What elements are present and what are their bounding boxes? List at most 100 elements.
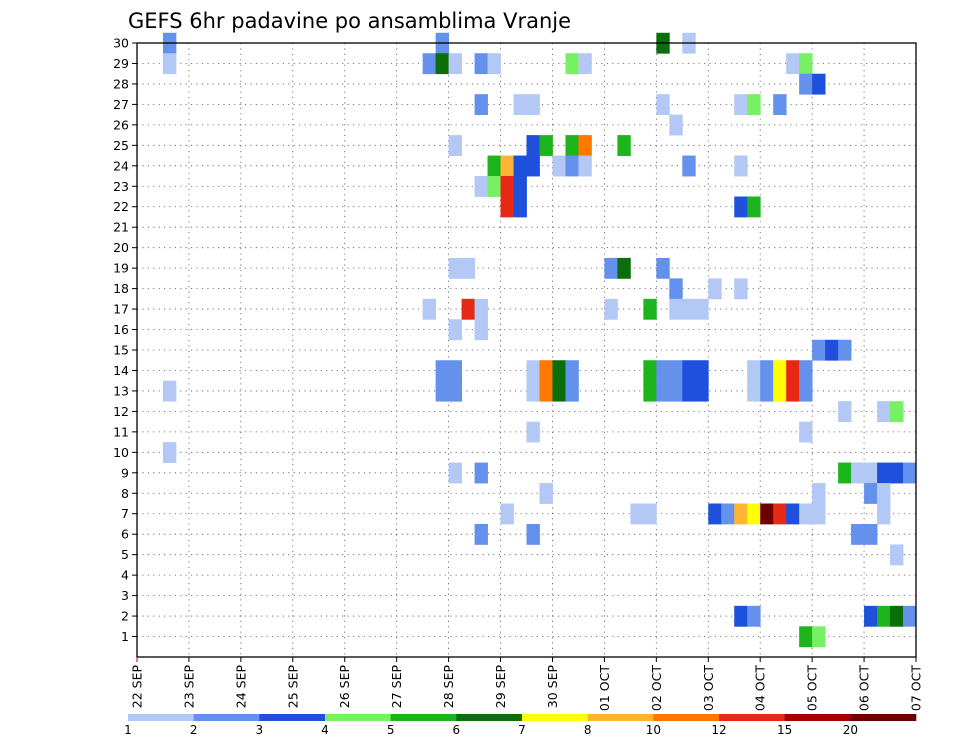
precip-cell: [526, 380, 540, 402]
colorbar-swatch: [850, 714, 917, 721]
precip-cell: [669, 278, 683, 300]
precip-cell: [617, 257, 631, 279]
precip-cell: [461, 257, 475, 279]
precip-cell: [890, 544, 904, 566]
precip-cell: [526, 155, 540, 177]
precip-cell: [669, 380, 683, 402]
precip-cell: [500, 196, 514, 218]
colorbar-label: 6: [453, 723, 461, 737]
y-tick-label: 12: [113, 404, 129, 419]
precip-cell: [617, 135, 631, 156]
precip-cell: [903, 605, 917, 627]
y-tick-label: 21: [113, 220, 129, 235]
x-tick-label: 01 OCT: [597, 665, 612, 711]
precip-cell: [578, 53, 592, 75]
precip-cell: [630, 503, 644, 525]
precip-cell: [799, 53, 813, 75]
precip-cell: [162, 53, 177, 75]
precip-cell: [890, 462, 904, 484]
precip-cell: [682, 380, 696, 402]
precip-cell: [812, 339, 826, 361]
precip-cell: [890, 605, 904, 627]
colorbar-label: 12: [711, 723, 726, 737]
precip-cell: [734, 196, 748, 218]
precip-cell: [695, 298, 709, 320]
precip-cell: [448, 360, 462, 382]
y-tick-label: 10: [113, 445, 129, 460]
precip-cell: [526, 360, 540, 382]
x-tick-label: 04 OCT: [753, 665, 768, 711]
precip-cell: [643, 503, 657, 525]
precip-cell: [565, 53, 579, 75]
precip-cell: [448, 257, 462, 279]
precip-cell: [786, 360, 800, 382]
x-tick-label: 26 SEP: [337, 665, 352, 709]
y-tick-label: 1: [121, 629, 129, 644]
colorbar: 1 2 3 4 5 6 7 8 10 12 15 20: [124, 714, 917, 737]
x-tick-label: 05 OCT: [805, 665, 820, 711]
precip-cell: [721, 503, 735, 525]
precip-cell: [487, 176, 501, 197]
y-tick-label: 30: [113, 36, 129, 51]
colorbar-swatch: [587, 714, 654, 721]
precip-cell: [162, 380, 177, 402]
precip-cell: [539, 380, 553, 402]
x-tick-label: 23 SEP: [181, 665, 196, 709]
precip-cell: [565, 155, 579, 177]
x-tick-label: 06 OCT: [857, 665, 872, 711]
precip-cell: [539, 483, 553, 504]
colorbar-swatch: [259, 714, 326, 721]
y-tick-label: 4: [121, 568, 129, 583]
precip-cell: [747, 94, 761, 116]
precip-cell: [552, 380, 566, 402]
precip-cell: [851, 523, 865, 545]
precip-cell: [578, 155, 592, 177]
precip-cell: [851, 462, 865, 484]
y-tick-label: 11: [113, 424, 129, 439]
precip-cell: [487, 155, 501, 177]
precip-cell: [448, 53, 462, 75]
precip-cell: [760, 380, 774, 402]
colorbar-label: 5: [387, 723, 395, 737]
precip-cell: [799, 380, 813, 402]
precip-cell: [162, 442, 177, 463]
precip-cell: [708, 503, 722, 525]
precip-cell: [526, 523, 540, 545]
colorbar-label: 4: [321, 723, 329, 737]
precip-cell: [500, 503, 514, 525]
precip-cell: [877, 483, 891, 504]
y-tick-label: 24: [113, 158, 129, 173]
precip-cell: [786, 503, 800, 525]
precip-cell: [474, 94, 488, 116]
precip-cell: [474, 53, 488, 75]
x-tick-label: 24 SEP: [233, 665, 248, 709]
y-tick-label: 18: [113, 281, 129, 296]
precip-cell: [552, 155, 566, 177]
y-tick-label: 5: [121, 547, 129, 562]
precip-cell: [877, 503, 891, 525]
precip-cell: [838, 339, 852, 361]
precip-cell: [734, 94, 748, 116]
precip-cell: [799, 421, 813, 443]
precip-cell: [513, 155, 527, 177]
precip-cell: [773, 360, 787, 382]
precip-cell: [643, 298, 657, 320]
precip-cell: [513, 196, 527, 218]
y-tick-label: 9: [121, 465, 129, 480]
colorbar-swatch: [522, 714, 588, 721]
precip-cell: [435, 360, 449, 382]
precip-cell: [539, 135, 553, 156]
colorbar-label: 10: [646, 723, 661, 737]
precip-cell: [734, 605, 748, 627]
precip-cell: [565, 360, 579, 382]
precip-cell: [747, 605, 761, 627]
colorbar-label: 20: [843, 723, 858, 737]
precip-cell: [747, 360, 761, 382]
precip-cell: [786, 53, 800, 75]
precip-cell: [669, 114, 683, 136]
y-tick-label: 14: [113, 363, 129, 378]
x-tick-label: 29 SEP: [493, 665, 508, 709]
precip-cell: [708, 278, 722, 300]
precip-cell: [695, 380, 709, 402]
